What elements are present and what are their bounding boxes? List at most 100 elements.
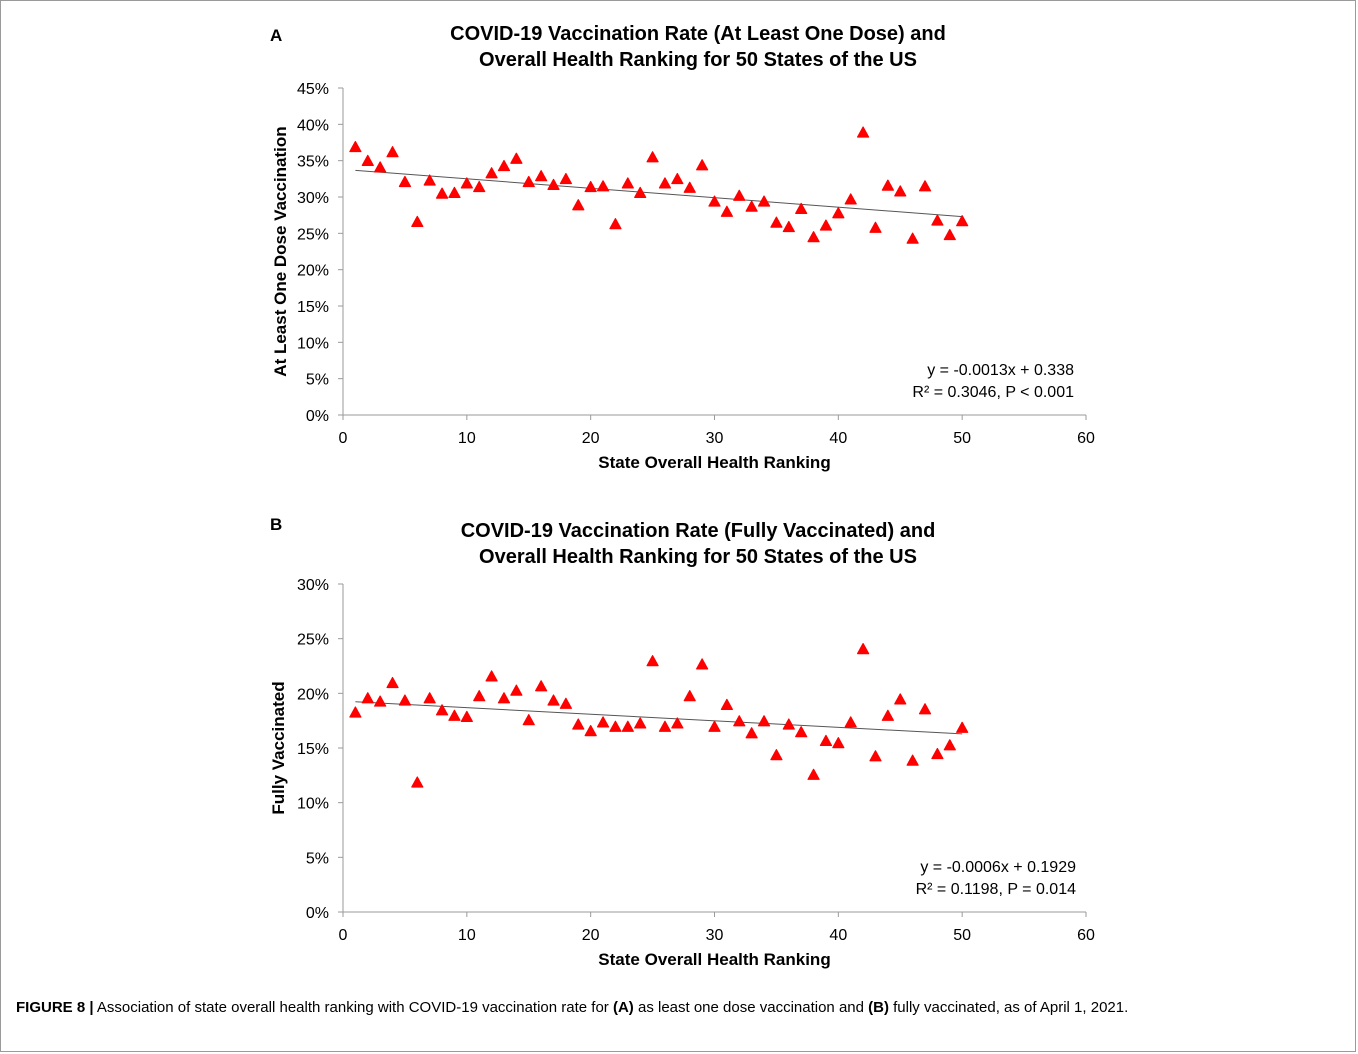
data-point — [832, 207, 845, 219]
data-point — [448, 709, 461, 721]
data-point — [361, 154, 374, 166]
data-point — [621, 177, 634, 189]
data-point — [770, 749, 783, 761]
data-point — [733, 715, 746, 727]
data-point — [460, 177, 473, 189]
data-point — [683, 690, 696, 702]
x-tick-label: 40 — [829, 430, 847, 447]
x-tick-label: 0 — [339, 927, 348, 944]
chart-panel-b: B COVID-19 Vaccination Rate (Fully Vaccin… — [269, 515, 1095, 969]
data-point — [584, 724, 597, 737]
chart-title-line: Overall Health Ranking for 50 States of … — [479, 546, 917, 568]
data-point — [757, 715, 771, 727]
y-tick-label: 0% — [306, 408, 329, 425]
y-tick-label: 25% — [297, 226, 329, 243]
data-point — [398, 694, 412, 706]
y-tick-label: 5% — [306, 372, 329, 389]
data-point — [411, 776, 424, 788]
data-point — [374, 161, 387, 173]
y-tick-label: 30% — [297, 190, 329, 207]
data-point — [609, 720, 622, 732]
data-point — [770, 216, 783, 228]
x-tick-label: 30 — [706, 927, 724, 944]
data-point — [485, 670, 498, 682]
caption-part-3: (B) — [868, 999, 889, 1016]
data-point — [634, 186, 647, 198]
data-point — [757, 195, 771, 207]
data-point — [658, 177, 672, 189]
data-point — [510, 684, 523, 696]
chart-title-line: Overall Health Ranking for 50 States of … — [479, 49, 917, 71]
data-point — [869, 750, 882, 762]
figure-caption: FIGURE 8 | Association of state overall … — [16, 997, 1336, 1019]
caption-part-2: as least one dose vaccination and — [633, 999, 869, 1016]
data-point — [510, 152, 523, 164]
data-point — [559, 697, 573, 709]
panel-letter: B — [270, 515, 282, 534]
data-point — [881, 709, 894, 721]
chart-title-line: COVID-19 Vaccination Rate (Fully Vaccina… — [461, 520, 936, 542]
data-point — [819, 734, 833, 747]
data-point — [473, 690, 486, 702]
regression-stats: R² = 0.3046, P < 0.001 — [912, 384, 1074, 401]
data-point — [856, 126, 870, 138]
data-point — [596, 180, 610, 192]
y-tick-label: 20% — [297, 686, 329, 703]
data-point — [795, 202, 808, 214]
data-point — [894, 185, 907, 197]
data-point — [485, 167, 498, 179]
y-tick-label: 10% — [297, 796, 329, 813]
data-point — [906, 754, 919, 766]
data-point — [522, 714, 535, 726]
data-point — [956, 215, 969, 227]
data-point — [795, 726, 808, 738]
data-point — [448, 186, 461, 198]
x-tick-label: 10 — [458, 430, 476, 447]
data-point — [497, 159, 511, 172]
y-tick-label: 20% — [297, 263, 329, 280]
y-tick-label: 30% — [297, 577, 329, 594]
y-tick-label: 25% — [297, 632, 329, 649]
data-point — [819, 219, 833, 231]
x-tick-label: 60 — [1077, 927, 1095, 944]
caption-part-4: fully vaccinated, as of April 1, 2021. — [888, 999, 1129, 1016]
data-point — [547, 694, 560, 706]
data-point — [535, 170, 548, 182]
regression-equation: y = -0.0006x + 0.1929 — [920, 859, 1076, 876]
data-point — [696, 159, 709, 171]
data-point — [374, 695, 387, 707]
data-point — [807, 231, 820, 243]
data-point — [782, 718, 795, 730]
data-point — [386, 146, 399, 158]
data-point — [435, 704, 449, 716]
data-point — [881, 179, 894, 191]
data-point — [856, 642, 870, 655]
data-point — [931, 747, 944, 760]
caption-body: Association of state overall health rank… — [94, 999, 1129, 1016]
y-tick-label: 40% — [297, 117, 329, 134]
data-point — [547, 178, 560, 190]
data-point — [460, 710, 473, 722]
data-point — [918, 703, 932, 715]
x-tick-label: 50 — [953, 927, 971, 944]
data-point — [497, 692, 511, 704]
data-point — [943, 739, 956, 751]
data-point — [844, 716, 857, 728]
data-point — [423, 174, 436, 186]
y-axis-title: At Least One Dose Vaccination — [271, 126, 290, 376]
data-point — [435, 187, 449, 199]
data-point — [832, 737, 845, 749]
chart-panel-a: A COVID-19 Vaccination Rate (At Least One… — [270, 23, 1095, 472]
data-point — [956, 721, 969, 733]
x-tick-label: 0 — [339, 430, 348, 447]
data-point — [671, 717, 684, 729]
x-tick-label: 60 — [1077, 430, 1095, 447]
x-tick-label: 50 — [953, 430, 971, 447]
data-point — [398, 175, 412, 188]
trend-line — [355, 169, 963, 218]
x-tick-label: 10 — [458, 927, 476, 944]
data-point — [931, 214, 944, 226]
data-point — [349, 706, 362, 718]
data-point — [745, 727, 758, 739]
